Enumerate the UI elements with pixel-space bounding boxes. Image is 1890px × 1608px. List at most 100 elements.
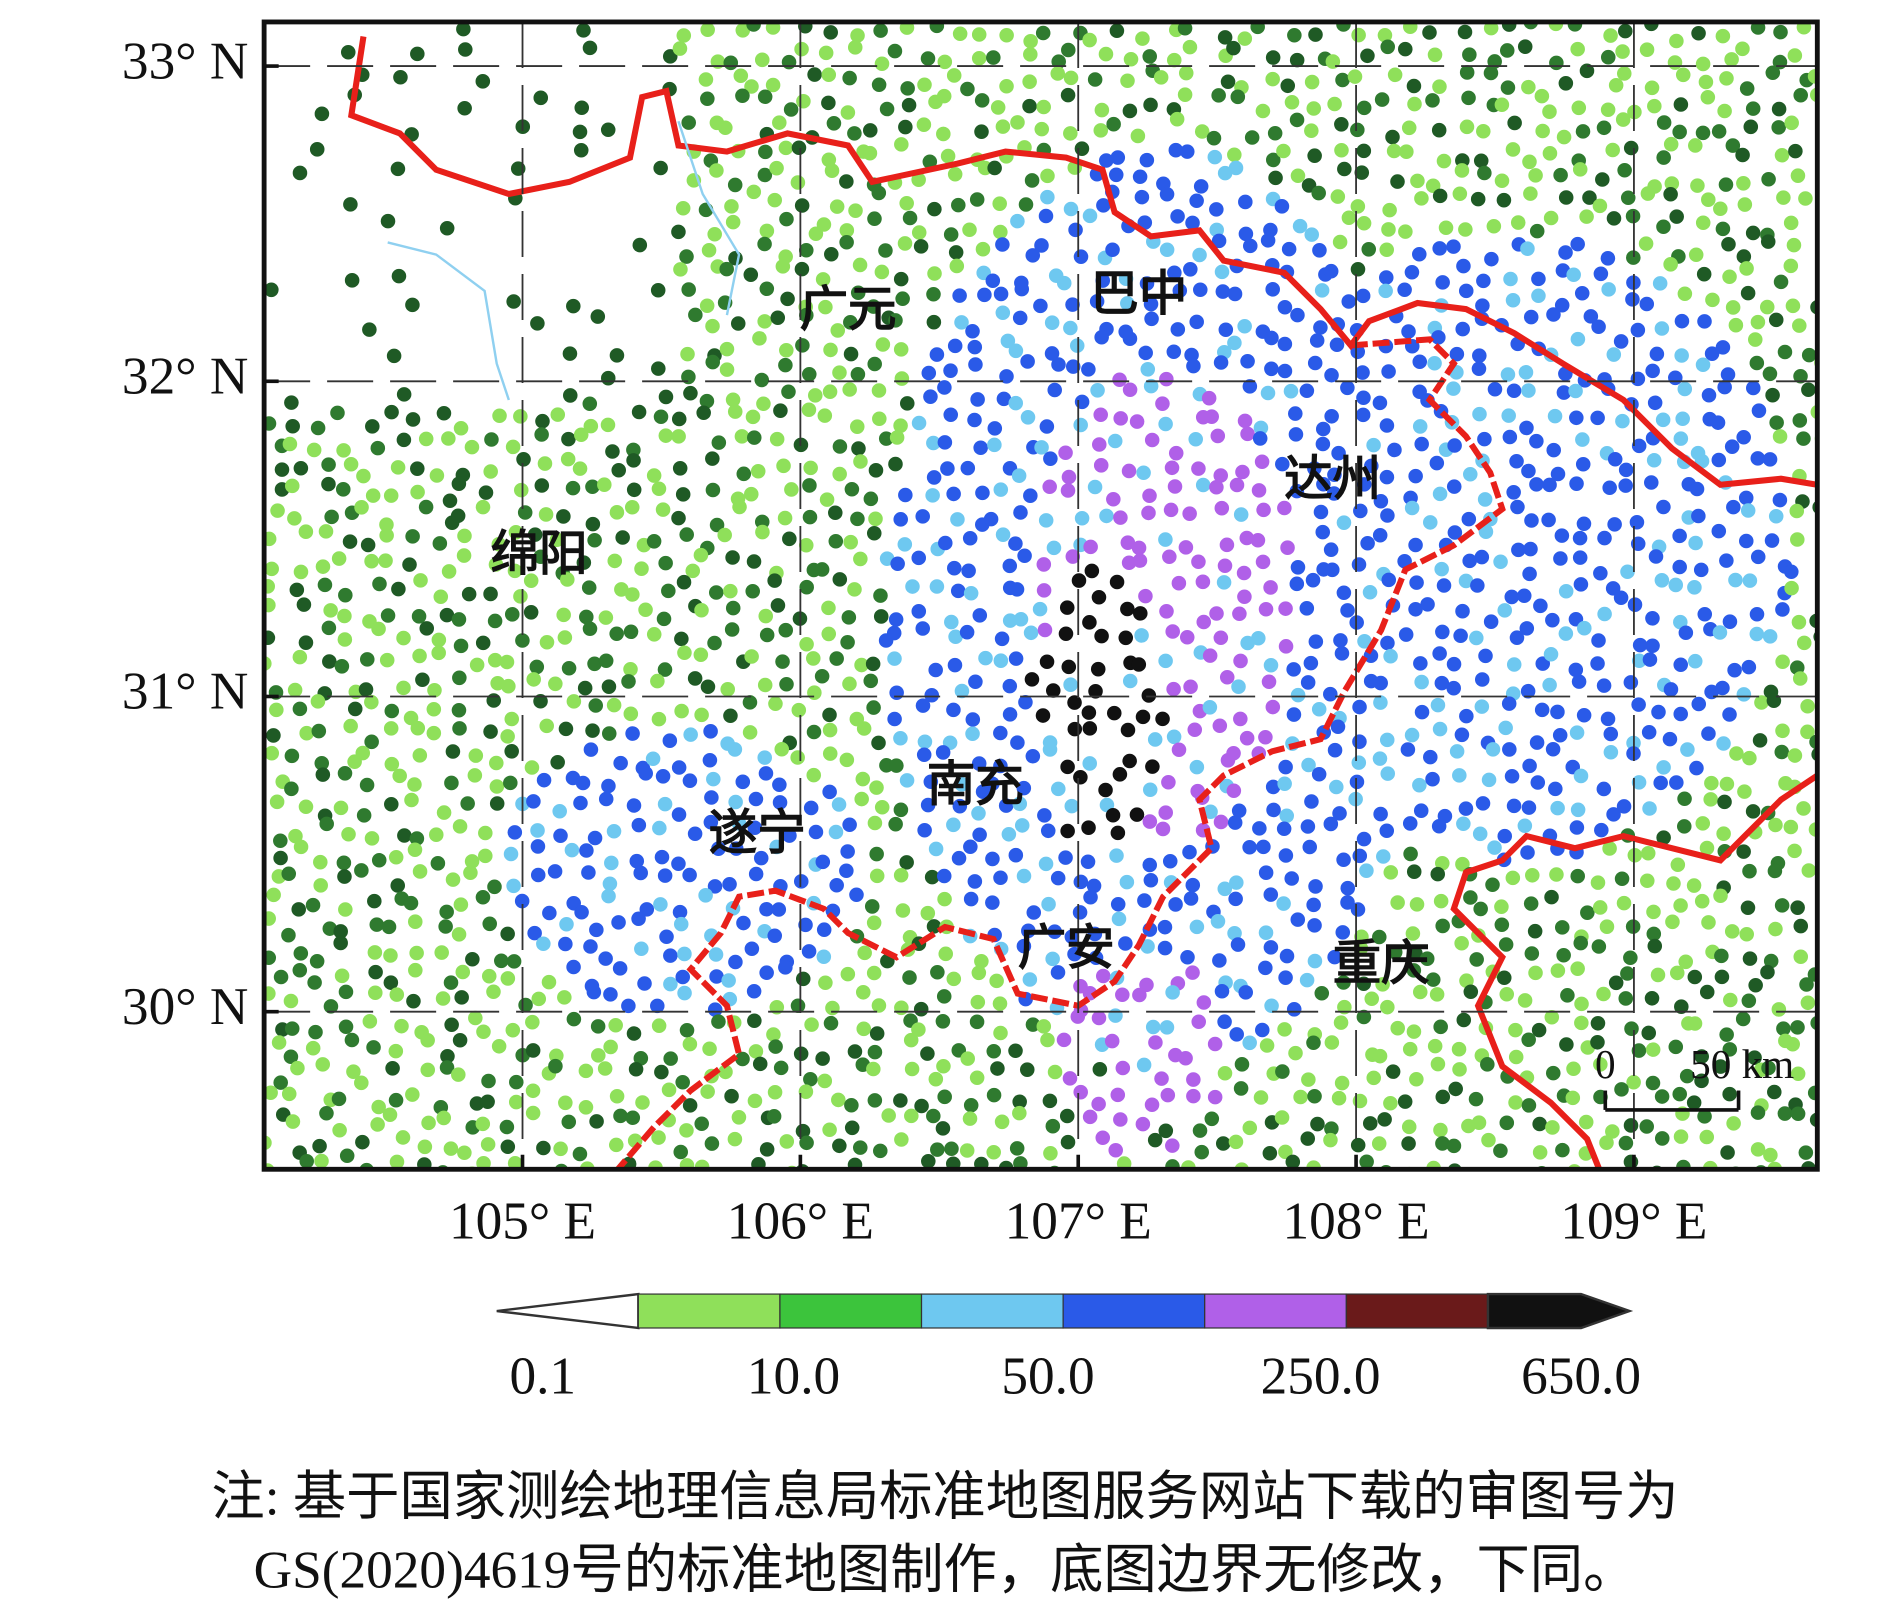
station-dot bbox=[874, 56, 890, 72]
station-dot bbox=[1356, 976, 1372, 992]
station-dot bbox=[1202, 648, 1218, 663]
station-dot bbox=[1278, 639, 1294, 654]
station-dot bbox=[597, 477, 612, 492]
colorbar-label: 50.0 bbox=[1001, 1347, 1094, 1406]
station-dot bbox=[936, 1059, 951, 1074]
station-dot bbox=[1558, 245, 1573, 260]
station-dot bbox=[1823, 322, 1838, 337]
station-dot bbox=[1380, 635, 1395, 651]
station-dot bbox=[1745, 225, 1761, 241]
station-dot bbox=[1276, 143, 1291, 159]
station-dot bbox=[505, 1022, 521, 1038]
station-dot bbox=[706, 771, 721, 787]
station-dot bbox=[832, 365, 847, 380]
station-dot bbox=[795, 1123, 811, 1139]
station-dot bbox=[701, 242, 717, 258]
station-dot bbox=[478, 485, 494, 500]
station-dot bbox=[1413, 803, 1429, 818]
station-dot bbox=[803, 460, 818, 476]
station-dot bbox=[1088, 684, 1103, 699]
station-dot bbox=[1446, 680, 1461, 696]
station-dot bbox=[773, 1060, 789, 1076]
station-dot bbox=[391, 268, 407, 284]
station-dot bbox=[1110, 1087, 1126, 1103]
station-dot bbox=[583, 418, 599, 434]
station-dot bbox=[1821, 150, 1836, 165]
station-dot bbox=[323, 603, 338, 618]
station-dot bbox=[1274, 199, 1290, 214]
station-dot bbox=[549, 532, 565, 548]
station-dot bbox=[410, 720, 426, 736]
station-dot bbox=[1009, 1141, 1025, 1156]
station-dot bbox=[971, 51, 987, 66]
station-dot bbox=[391, 581, 406, 597]
station-dot bbox=[1154, 1071, 1169, 1086]
station-dot bbox=[993, 758, 1008, 774]
station-dot bbox=[312, 1138, 327, 1154]
station-dot bbox=[1673, 431, 1689, 446]
station-dot bbox=[1166, 52, 1182, 68]
station-dot bbox=[1654, 1089, 1670, 1104]
station-dot bbox=[598, 951, 613, 966]
station-dot bbox=[928, 662, 943, 678]
station-dot bbox=[936, 126, 951, 142]
station-dot bbox=[1821, 904, 1836, 919]
station-dot bbox=[1281, 241, 1297, 257]
station-dot bbox=[489, 755, 504, 771]
station-dot bbox=[356, 468, 371, 484]
station-dot bbox=[1458, 283, 1474, 299]
station-dot bbox=[722, 877, 737, 892]
station-dot bbox=[1227, 335, 1242, 351]
station-dot bbox=[487, 613, 503, 629]
station-dot bbox=[855, 985, 871, 1000]
station-dot bbox=[503, 775, 518, 791]
station-dot bbox=[1315, 421, 1331, 437]
station-dot bbox=[1183, 262, 1198, 277]
station-dot bbox=[821, 152, 837, 168]
station-dot bbox=[875, 337, 891, 352]
station-dot bbox=[1431, 122, 1447, 138]
station-dot bbox=[1063, 70, 1079, 86]
station-dot bbox=[1082, 32, 1097, 48]
station-dot bbox=[1024, 672, 1040, 687]
station-dot bbox=[971, 806, 986, 821]
station-dot bbox=[744, 649, 759, 664]
station-dot bbox=[1535, 123, 1550, 139]
station-dot bbox=[1059, 600, 1075, 615]
station-dot bbox=[1608, 975, 1624, 991]
station-dot bbox=[1726, 499, 1741, 515]
station-dot bbox=[600, 370, 616, 386]
station-dot bbox=[1582, 190, 1597, 205]
station-dot bbox=[1062, 1071, 1078, 1086]
station-dot bbox=[1177, 87, 1193, 102]
station-dot bbox=[488, 557, 504, 572]
station-dot bbox=[1719, 776, 1735, 792]
station-dot bbox=[1157, 919, 1173, 935]
station-dot bbox=[1083, 539, 1098, 555]
station-dot bbox=[1372, 1048, 1388, 1064]
station-dot bbox=[1089, 294, 1105, 309]
station-dot bbox=[500, 729, 515, 744]
station-dot bbox=[1113, 411, 1128, 426]
station-dot bbox=[1234, 1057, 1250, 1072]
station-dot bbox=[843, 315, 858, 330]
station-dot bbox=[893, 802, 909, 818]
station-dot bbox=[529, 659, 545, 675]
station-dot bbox=[1158, 532, 1173, 547]
station-dot bbox=[1299, 383, 1315, 399]
station-dot bbox=[1327, 96, 1342, 112]
station-dot bbox=[978, 650, 993, 666]
station-dot bbox=[1712, 625, 1728, 640]
station-dot bbox=[822, 746, 838, 761]
station-dot bbox=[1331, 445, 1346, 461]
station-dot bbox=[1179, 144, 1195, 159]
station-dot bbox=[1409, 575, 1424, 590]
station-dot bbox=[1040, 168, 1055, 184]
station-dot bbox=[986, 1087, 1002, 1103]
station-dot bbox=[794, 198, 810, 213]
station-dot bbox=[1258, 865, 1274, 880]
station-dot bbox=[1105, 242, 1120, 258]
station-dot bbox=[436, 405, 452, 421]
station-dot bbox=[410, 461, 425, 476]
station-dot bbox=[1675, 411, 1690, 427]
